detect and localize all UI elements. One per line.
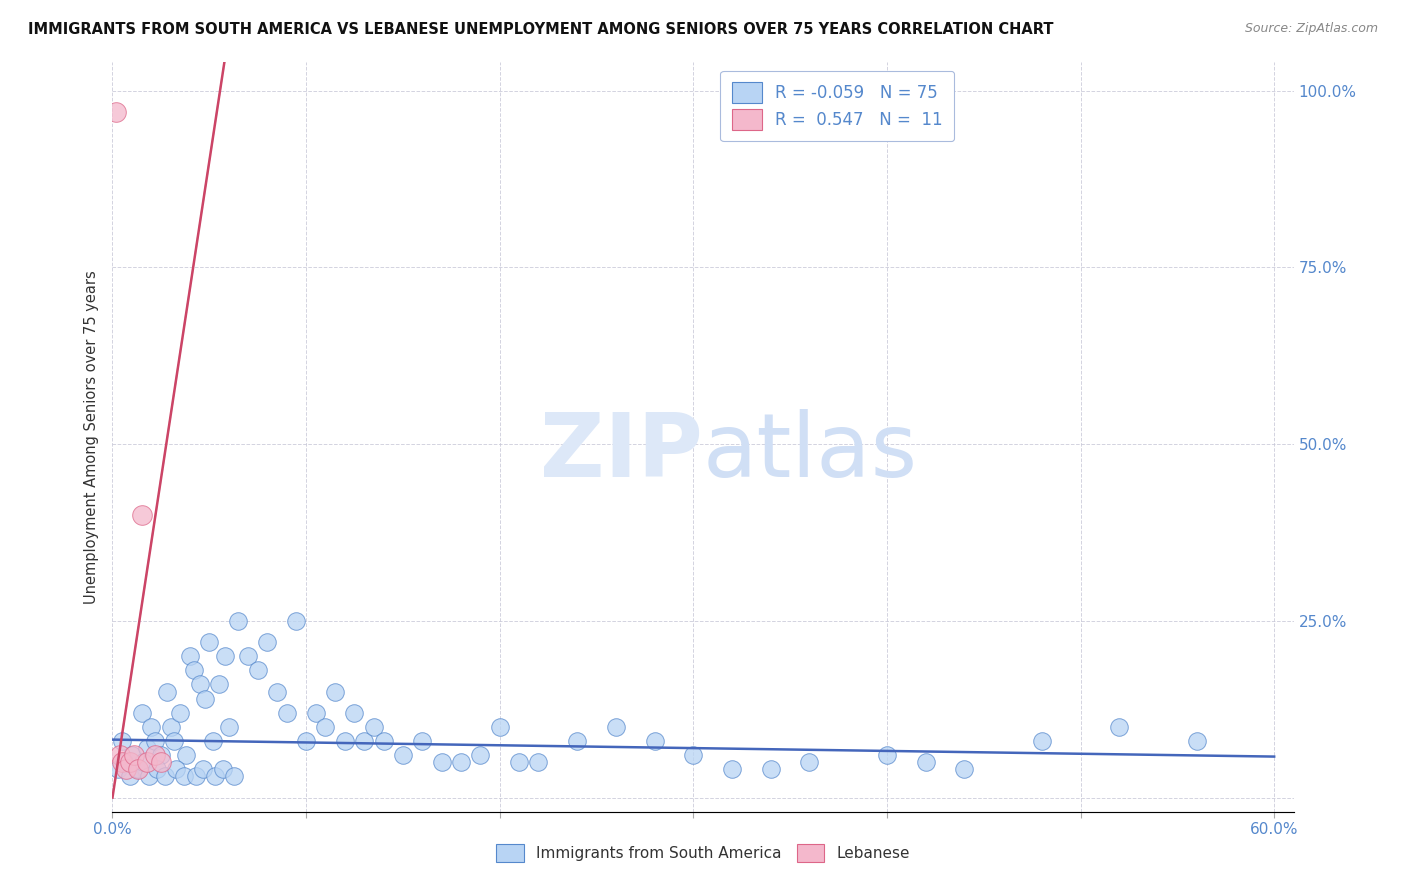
Point bbox=[285, 614, 308, 628]
Point bbox=[143, 734, 166, 748]
Point bbox=[125, 762, 148, 776]
Point bbox=[118, 769, 141, 783]
Point bbox=[236, 649, 259, 664]
Point bbox=[411, 734, 433, 748]
Point bbox=[131, 706, 153, 720]
Point bbox=[179, 649, 201, 664]
Point bbox=[198, 635, 221, 649]
Point bbox=[138, 769, 160, 783]
Point bbox=[193, 762, 215, 776]
Point bbox=[112, 756, 135, 770]
Point bbox=[136, 741, 159, 756]
Point bbox=[224, 769, 246, 783]
Point bbox=[110, 748, 132, 763]
Point bbox=[163, 734, 186, 748]
Point bbox=[183, 664, 205, 678]
Point bbox=[759, 762, 782, 776]
Point bbox=[605, 720, 627, 734]
Point bbox=[159, 720, 181, 734]
Point bbox=[143, 748, 166, 763]
Point bbox=[508, 756, 530, 770]
Point bbox=[1185, 734, 1208, 748]
Text: ZIP: ZIP bbox=[540, 409, 703, 496]
Point bbox=[228, 614, 250, 628]
Point bbox=[121, 748, 143, 763]
Point bbox=[799, 756, 821, 770]
Point bbox=[450, 756, 472, 770]
Point bbox=[208, 677, 231, 691]
Point bbox=[105, 104, 128, 119]
Point bbox=[488, 720, 510, 734]
Point bbox=[470, 748, 492, 763]
Point bbox=[127, 762, 149, 776]
Point bbox=[136, 756, 159, 770]
Text: atlas: atlas bbox=[703, 409, 918, 496]
Point bbox=[246, 664, 269, 678]
Point bbox=[565, 734, 588, 748]
Point bbox=[117, 756, 139, 770]
Point bbox=[122, 748, 145, 763]
Point bbox=[295, 734, 318, 748]
Point bbox=[131, 508, 153, 522]
Point bbox=[1031, 734, 1053, 748]
Point bbox=[184, 769, 207, 783]
Point bbox=[111, 734, 134, 748]
Point bbox=[721, 762, 744, 776]
Point bbox=[118, 756, 141, 770]
Point bbox=[169, 706, 191, 720]
Point bbox=[218, 720, 240, 734]
Legend: Immigrants from South America, Lebanese: Immigrants from South America, Lebanese bbox=[491, 838, 915, 868]
Point bbox=[430, 756, 453, 770]
Point bbox=[174, 748, 197, 763]
Text: Source: ZipAtlas.com: Source: ZipAtlas.com bbox=[1244, 22, 1378, 36]
Point bbox=[343, 706, 366, 720]
Point bbox=[1108, 720, 1130, 734]
Point bbox=[111, 756, 134, 770]
Point bbox=[276, 706, 298, 720]
Point bbox=[527, 756, 550, 770]
Point bbox=[194, 691, 217, 706]
Point bbox=[156, 684, 179, 698]
Point bbox=[333, 734, 356, 748]
Y-axis label: Unemployment Among Seniors over 75 years: Unemployment Among Seniors over 75 years bbox=[84, 270, 100, 604]
Point bbox=[953, 762, 976, 776]
Point bbox=[214, 649, 236, 664]
Point bbox=[876, 748, 898, 763]
Point bbox=[266, 684, 288, 698]
Point bbox=[107, 762, 129, 776]
Point bbox=[165, 762, 187, 776]
Point bbox=[141, 720, 163, 734]
Point bbox=[127, 762, 149, 776]
Point bbox=[256, 635, 278, 649]
Point bbox=[363, 720, 385, 734]
Point bbox=[392, 748, 415, 763]
Point bbox=[644, 734, 666, 748]
Point bbox=[204, 769, 226, 783]
Text: IMMIGRANTS FROM SOUTH AMERICA VS LEBANESE UNEMPLOYMENT AMONG SENIORS OVER 75 YEA: IMMIGRANTS FROM SOUTH AMERICA VS LEBANES… bbox=[28, 22, 1053, 37]
Point bbox=[305, 706, 328, 720]
Point bbox=[202, 734, 225, 748]
Point bbox=[914, 756, 936, 770]
Point bbox=[211, 762, 233, 776]
Point bbox=[373, 734, 395, 748]
Point bbox=[115, 762, 138, 776]
Point bbox=[173, 769, 195, 783]
Point bbox=[353, 734, 375, 748]
Point bbox=[188, 677, 211, 691]
Point bbox=[132, 756, 155, 770]
Point bbox=[149, 756, 172, 770]
Point bbox=[149, 748, 172, 763]
Point bbox=[323, 684, 346, 698]
Point bbox=[682, 748, 704, 763]
Point bbox=[314, 720, 336, 734]
Point bbox=[153, 769, 176, 783]
Point bbox=[146, 762, 169, 776]
